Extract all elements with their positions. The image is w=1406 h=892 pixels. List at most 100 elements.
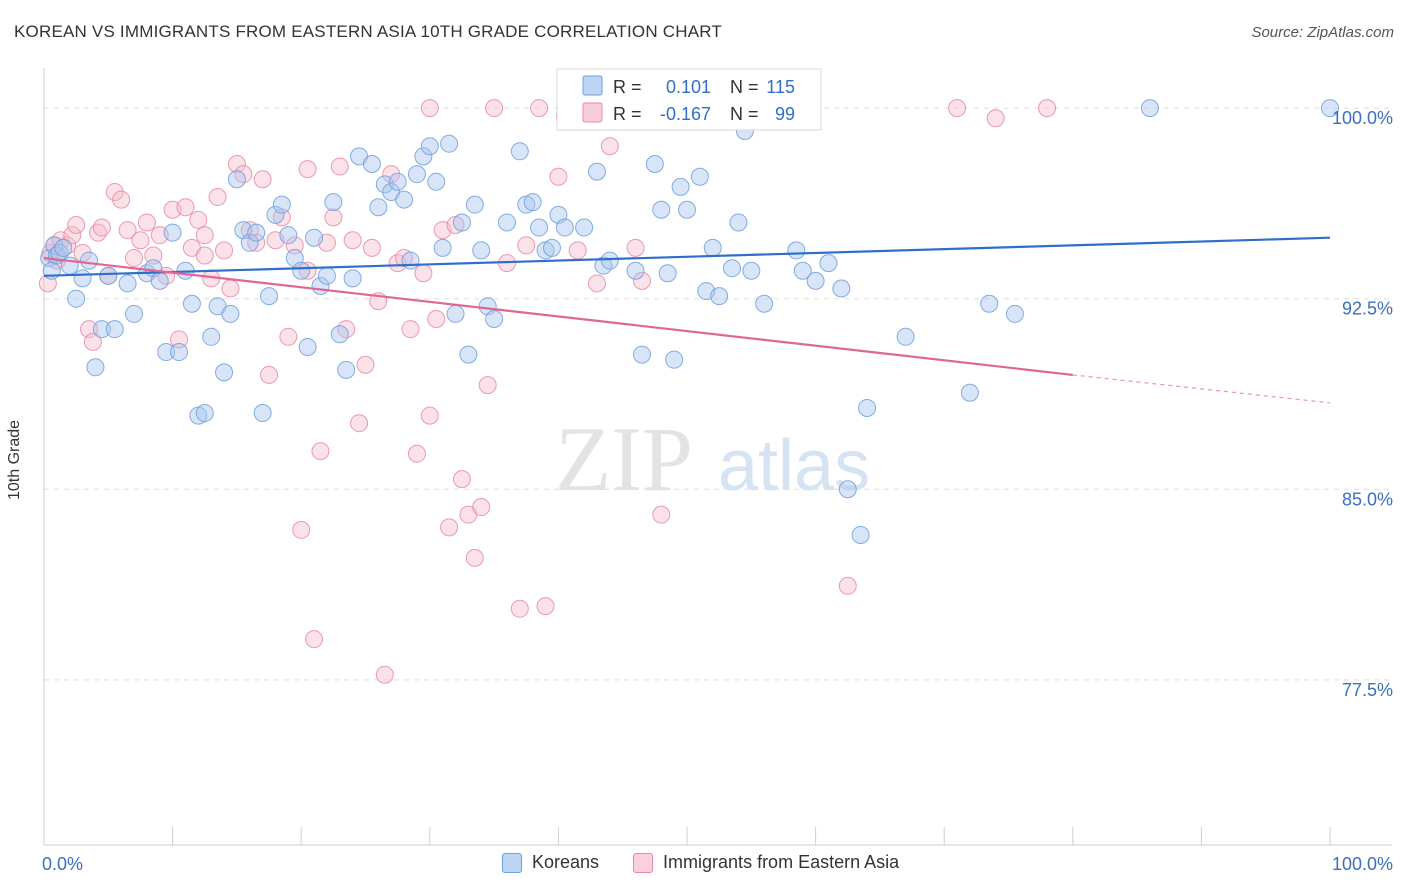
series-legend: Koreans Immigrants from Eastern Asia [502,852,933,873]
korean-point-59 [420,137,439,156]
watermark-atlas: atlas [718,426,870,506]
korean-point-23 [182,294,201,313]
korean-point-103 [806,271,825,290]
immigrant-point-38 [260,365,279,384]
korean-point-101 [787,241,806,260]
x-tick-label-1: 100.0% [1332,854,1393,874]
immigrant-point-46 [311,442,330,461]
legend-swatch-immigrants [633,852,654,873]
korean-point-67 [472,241,491,260]
korean-point-11 [92,320,111,339]
immigrant-point-72 [478,376,497,395]
korean-point-12 [99,266,118,285]
korean-point-30 [227,170,246,189]
immigrant-point-44 [298,261,317,280]
korean-point-60 [427,172,446,191]
immigrant-point-43 [292,520,311,539]
korean-point-41 [298,337,317,356]
immigrant-point-49 [330,157,349,176]
korean-point-20 [163,223,182,242]
immigrant-point-91 [948,99,967,118]
korean-point-37 [272,195,291,214]
korean-point-15 [125,304,144,323]
korean-point-34 [253,404,272,423]
y-tick-label-1: 92.5% [1342,299,1393,319]
chart-title: KOREAN VS IMMIGRANTS FROM EASTERN ASIA 1… [14,22,722,41]
immigrant-point-78 [536,597,555,616]
immigrant-point-32 [221,279,240,298]
korean-point-87 [652,200,671,219]
immigrant-point-86 [632,271,651,290]
korean-point-74 [530,218,549,237]
korean-point-42 [305,228,324,247]
immigrant-point-61 [407,444,426,463]
immigrant-point-17 [125,249,144,268]
korean-point-73 [523,193,542,212]
immigrant-point-52 [350,414,369,433]
korean-point-58 [414,147,433,166]
korean-point-55 [395,190,414,209]
korean-point-84 [626,261,645,280]
korean-point-112 [1005,304,1024,323]
stats-n-label-blue: N = [730,77,759,97]
korean-point-76 [542,238,561,257]
immigrant-point-25 [176,198,195,217]
korean-point-28 [215,363,234,382]
korean-point-21 [170,343,189,362]
stats-r-label-pink: R = [613,104,642,124]
immigrant-point-54 [362,238,381,257]
immigrant-point-92 [1038,99,1057,118]
korean-point-56 [401,251,420,270]
immigrant-point-51 [343,231,362,250]
legend-label-immigrants: Immigrants from Eastern Asia [663,852,900,872]
immigrant-point-77 [530,99,549,118]
korean-point-40 [292,261,311,280]
korean-point-107 [851,526,870,544]
korean-point-89 [665,350,684,369]
immigrant-point-95 [420,99,439,118]
immigrant-point-31 [215,241,234,260]
immigrant-point-71 [472,498,491,517]
korean-point-25 [195,404,214,423]
korean-point-48 [343,269,362,288]
korean-point-57 [407,165,426,184]
immigrant-point-7 [67,216,86,234]
korean-point-8 [73,269,92,288]
stats-n-value-blue: 115 [766,77,795,97]
stats-n-label-pink: N = [730,104,759,124]
immigrant-point-53 [356,355,375,374]
immigrant-point-28 [195,246,214,265]
korean-point-92 [690,167,709,186]
immigrant-point-42 [285,236,304,255]
korean-point-110 [960,383,979,402]
korean-point-61 [433,238,452,257]
immigrant-point-33 [227,155,246,174]
immigrant-point-20 [144,246,163,265]
korean-point-66 [465,195,484,214]
korean-point-36 [266,205,285,224]
korean-point-19 [157,343,176,362]
immigrant-point-12 [92,218,111,237]
y-tick-label-2: 85.0% [1342,489,1393,509]
korean-point-45 [324,193,343,212]
immigrant-point-66 [440,518,459,537]
immigrant-point-85 [626,238,645,257]
immigrant-point-94 [298,160,317,179]
legend-label-koreans: Koreans [532,852,600,872]
korean-point-96 [723,259,742,278]
stats-swatch-pink [582,102,603,123]
immigrant-point-75 [510,599,529,618]
korean-point-35 [260,287,279,306]
korean-point-13 [105,320,124,339]
korean-point-97 [729,213,748,232]
immigrant-point-15 [112,190,131,209]
korean-point-94 [703,238,722,257]
korean-point-106 [838,480,857,499]
korean-point-69 [485,310,504,329]
immigrant-point-76 [517,236,536,255]
korean-point-18 [150,271,169,290]
immigrant-point-70 [465,548,484,567]
immigrant-point-73 [485,99,504,118]
korean-point-105 [832,279,851,298]
korean-point-47 [337,360,356,379]
